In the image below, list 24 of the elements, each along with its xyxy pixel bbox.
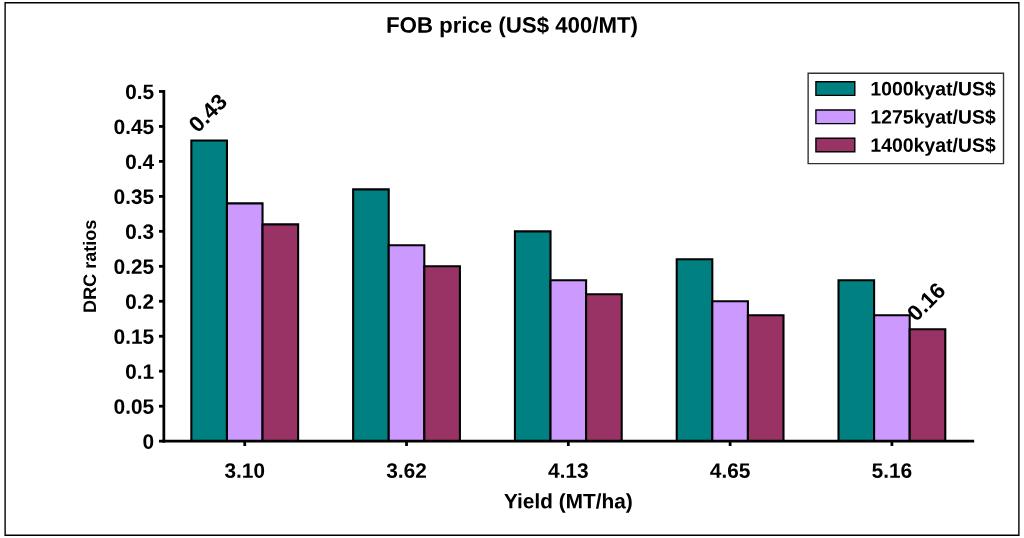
- x-axis-title: Yield (MT/ha): [504, 493, 632, 513]
- x-tick-label: 3.10: [224, 463, 265, 479]
- y-tick-label: 0.15: [114, 329, 154, 344]
- chart-title: FOB price (US$ 400/MT): [387, 16, 637, 38]
- legend-label: 1000kyat/US$: [871, 80, 996, 100]
- y-tick-label: 0.5: [125, 84, 154, 100]
- legend-label: 1275kyat/US$: [871, 109, 996, 128]
- y-axis-title: DRC ratios: [82, 220, 97, 312]
- data-label: 0.16: [905, 281, 947, 323]
- y-tick-label: 0.45: [114, 119, 154, 135]
- y-tick-label: 0: [143, 434, 154, 449]
- y-tick-label: 0.1: [125, 364, 154, 379]
- data-label: 0.43: [187, 92, 229, 134]
- x-tick-label: 5.16: [872, 463, 912, 478]
- y-tick-label: 0.25: [114, 259, 154, 275]
- x-tick-label: 4.13: [548, 463, 588, 479]
- y-tick-label: 0.3: [125, 224, 154, 240]
- x-tick-label: 4.65: [710, 463, 750, 478]
- y-tick-label: 0.35: [114, 189, 154, 205]
- legend-label: 1400kyat/US$: [871, 137, 996, 156]
- y-tick-label: 0.2: [125, 294, 154, 310]
- x-tick-label: 3.62: [386, 463, 426, 479]
- y-tick-label: 0.05: [114, 399, 154, 414]
- y-tick-label: 0.4: [125, 154, 155, 170]
